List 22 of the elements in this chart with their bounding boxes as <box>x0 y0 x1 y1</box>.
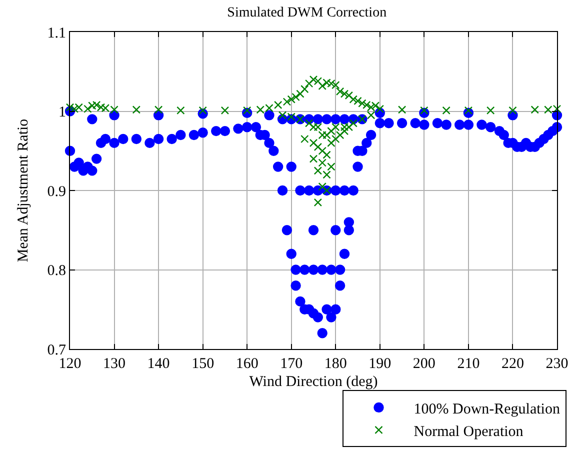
y-tick-label: 1 <box>58 104 66 120</box>
y-tick-label: 0.9 <box>47 184 66 200</box>
chart-title: Simulated DWM Correction <box>227 6 387 21</box>
x-tick-label: 140 <box>147 356 170 372</box>
legend-label: Normal Operation <box>414 424 524 440</box>
x-tick-label: 150 <box>192 356 214 372</box>
x-tick-label: 220 <box>501 356 524 372</box>
x-tick-label: 120 <box>58 356 82 372</box>
x-tick-label: 230 <box>546 356 568 372</box>
x-tick-label: 160 <box>236 356 258 372</box>
y-tick-label: 0.7 <box>47 342 66 358</box>
y-tick-label: 1.1 <box>47 25 66 42</box>
x-tick-label: 170 <box>280 356 303 372</box>
y-axis-title: Mean Adjustment Ratio <box>16 118 32 262</box>
x-tick-label: 200 <box>412 356 436 372</box>
x-tick-label: 130 <box>103 356 126 372</box>
x-tick-label: 190 <box>368 356 392 372</box>
x-tick-label: 210 <box>457 356 480 372</box>
legend-label: 100% Down-Regulation <box>414 401 560 418</box>
x-axis-title: Wind Direction (deg) <box>249 374 378 390</box>
x-tick-label: 180 <box>324 356 347 372</box>
y-tick-label: 0.8 <box>47 263 66 279</box>
